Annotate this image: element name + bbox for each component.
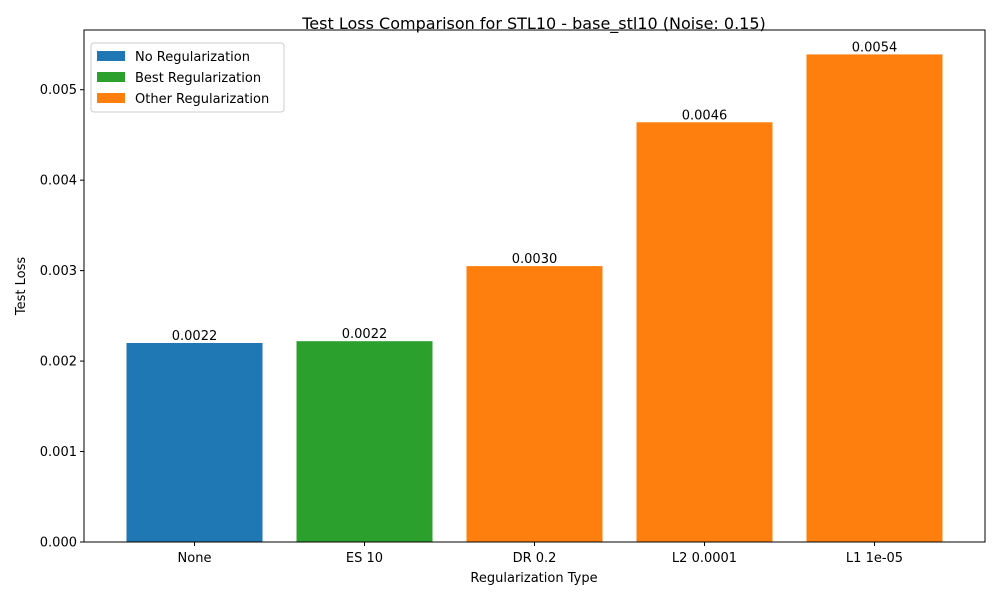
y-tick-label-2: 0.002: [40, 355, 77, 370]
legend: No Regularization Best Regularization Othe…: [90, 42, 285, 113]
chart-title: Test Loss Comparison for STL10 - base_st…: [301, 14, 766, 34]
bar-2: [466, 266, 603, 542]
legend-swatch-2: [97, 93, 125, 103]
legend-swatch-1: [97, 72, 125, 82]
legend-label-0: No Regularization: [135, 50, 250, 65]
x-tick-label-1: ES 10: [346, 551, 383, 566]
bar-1: [296, 341, 433, 542]
legend-swatch-0: [97, 51, 125, 61]
y-axis-ticks: 0.000 0.001 0.002 0.003 0.004 0.005: [40, 83, 84, 551]
bar-0: [126, 342, 263, 542]
x-tick-label-0: None: [178, 551, 212, 566]
y-tick-label-0: 0.000: [40, 536, 77, 551]
legend-label-1: Best Regularization: [135, 71, 261, 86]
legend-label-2: Other Regularization: [135, 92, 269, 107]
data-label-3: 0.0046: [682, 108, 728, 123]
x-axis-title: Regularization Type: [470, 571, 597, 586]
data-label-1: 0.0022: [342, 327, 388, 342]
bars-group: [126, 54, 943, 543]
y-tick-label-5: 0.005: [40, 83, 77, 98]
data-labels-group: 0.0022 0.0022 0.0030 0.0046 0.0054: [172, 40, 898, 344]
data-label-0: 0.0022: [172, 329, 218, 344]
y-tick-label-3: 0.003: [40, 264, 77, 279]
y-tick-label-1: 0.001: [40, 445, 77, 460]
y-tick-label-4: 0.004: [40, 174, 77, 189]
x-tick-label-4: L1 1e-05: [846, 551, 903, 566]
data-label-2: 0.0030: [512, 252, 558, 267]
plot-frame: [83, 29, 986, 543]
bar-3: [636, 122, 773, 543]
y-axis-title: Test Loss: [14, 257, 29, 316]
bar-4: [806, 54, 943, 543]
x-axis-ticks: None ES 10 DR 0.2 L2 0.0001 L1 1e-05: [178, 542, 903, 566]
data-label-4: 0.0054: [852, 40, 898, 55]
legend-box: [90, 42, 285, 113]
x-tick-label-2: DR 0.2: [513, 551, 557, 566]
x-tick-label-3: L2 0.0001: [672, 551, 737, 566]
